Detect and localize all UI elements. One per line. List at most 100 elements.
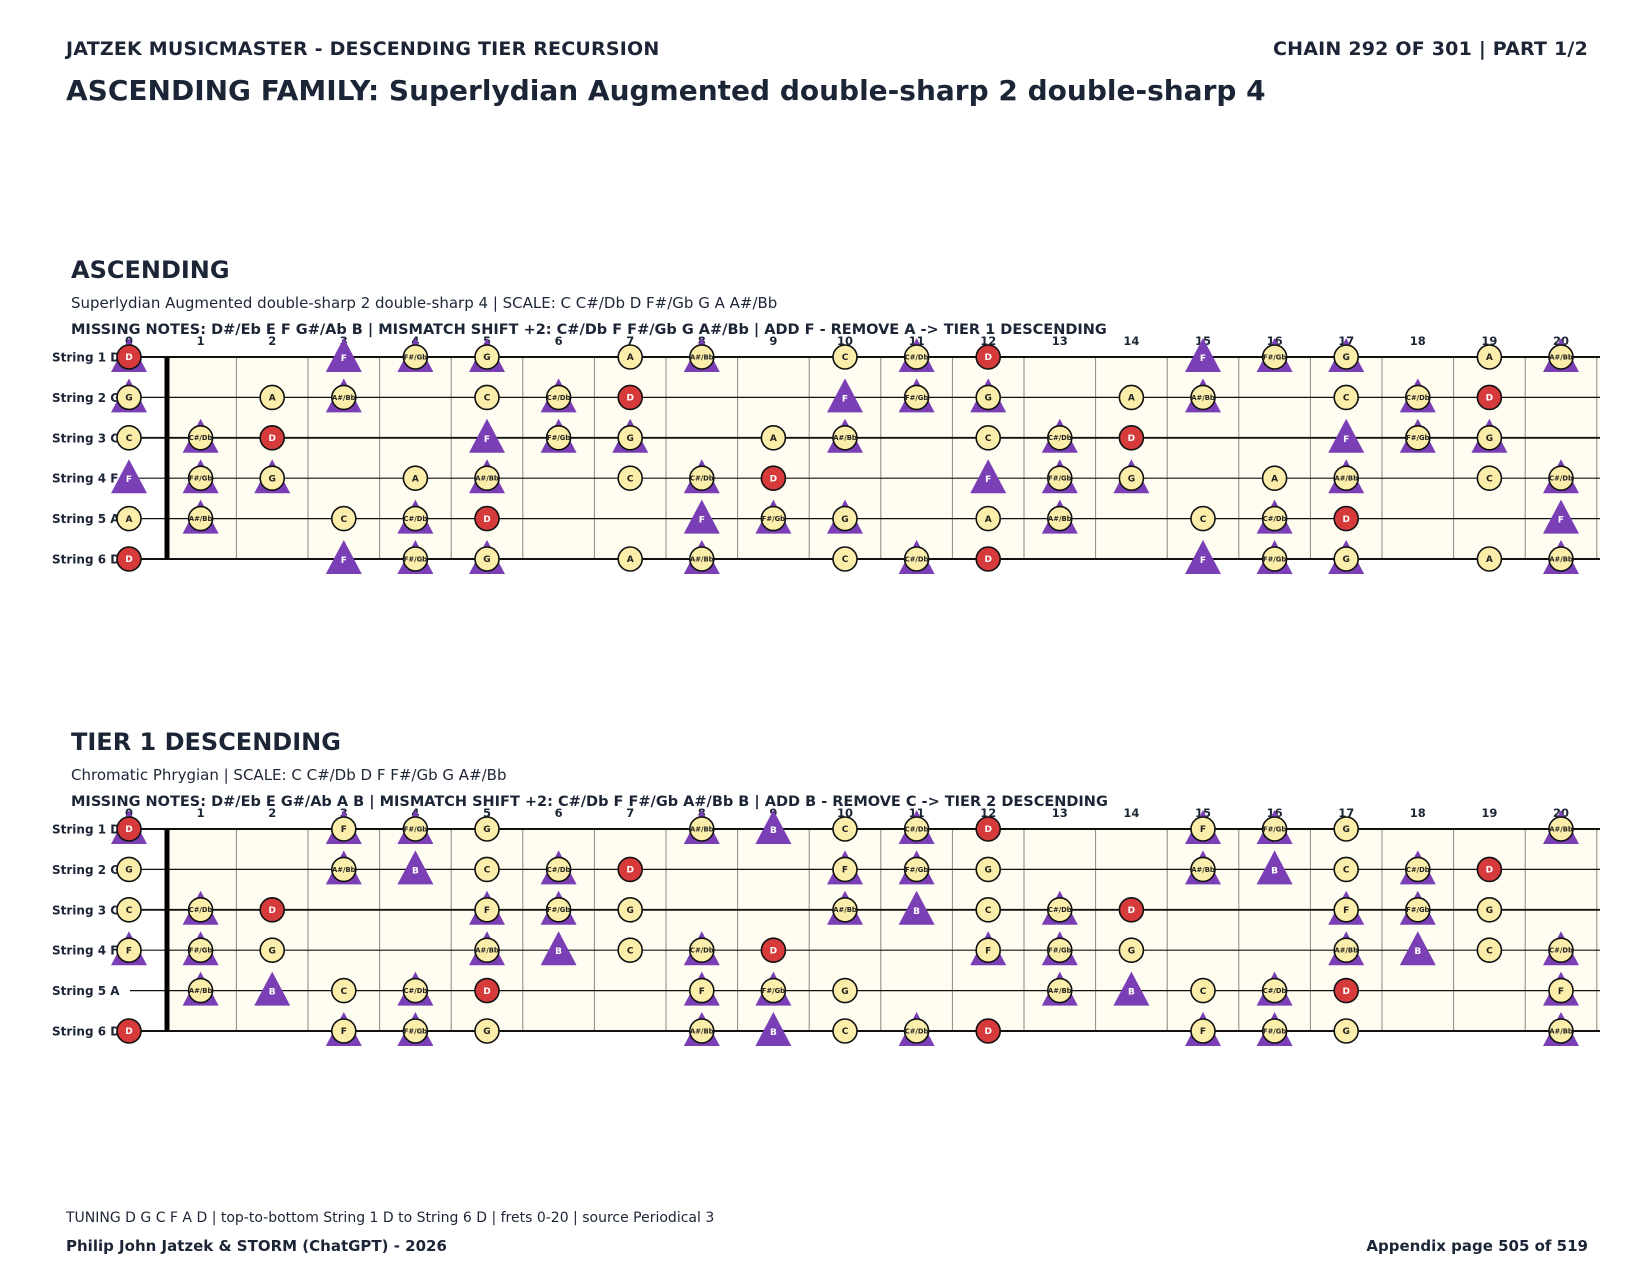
note-circle <box>832 505 858 532</box>
root-note-circle <box>975 344 1002 370</box>
note-marker: D <box>116 546 142 572</box>
note-label: B <box>770 1028 777 1038</box>
note-label: A <box>1271 474 1278 484</box>
note-marker: C#/Db <box>1399 850 1436 885</box>
note-circle <box>1333 344 1359 370</box>
page-number: Appendix page 505 of 519 <box>1366 1237 1588 1255</box>
note-circle <box>760 977 787 1004</box>
string-label: String 4 F <box>52 472 118 486</box>
triangle-marker <box>1113 971 1150 1006</box>
triangle-marker <box>469 418 505 453</box>
section-1-title: ASCENDING <box>71 256 230 284</box>
note-label: A <box>985 515 992 525</box>
note-circle <box>330 977 357 1004</box>
note-circle <box>116 425 142 451</box>
note-circle <box>474 816 500 842</box>
note-marker: D <box>474 977 500 1004</box>
note-marker: A#/Bb <box>182 971 219 1006</box>
note-circle <box>1548 977 1574 1004</box>
note-marker: F#/Gb <box>1256 540 1293 574</box>
note-circle <box>402 505 429 532</box>
note-label: A <box>1128 394 1135 404</box>
note-label: F <box>341 1027 347 1037</box>
note-label: F <box>842 394 848 404</box>
note-circle <box>1548 1018 1574 1044</box>
fret-number: 1 <box>197 806 205 820</box>
note-label: A <box>770 434 777 444</box>
note-label: F <box>126 475 132 485</box>
fret-number: 13 <box>1052 334 1068 348</box>
section-2-subtitle: Chromatic Phrygian | SCALE: C C#/Db D F … <box>71 766 507 784</box>
note-marker: F <box>827 850 863 885</box>
note-label: D <box>1342 515 1349 525</box>
note-marker: D <box>617 856 644 883</box>
note-marker: C#/Db <box>182 890 219 925</box>
note-marker: F#/Gb <box>898 850 935 885</box>
note-label: C <box>1486 474 1493 484</box>
note-marker: A <box>617 344 644 370</box>
chain-indicator: CHAIN 292 OF 301 | PART 1/2 <box>1272 38 1588 60</box>
triangle-marker <box>397 850 434 885</box>
note-label: A#/Bb <box>1334 947 1358 955</box>
note-marker: F#/Gb <box>397 1012 434 1046</box>
note-circle <box>617 425 644 451</box>
note-label: A#/Bb <box>189 515 213 523</box>
note-label: D <box>125 555 132 565</box>
note-circle <box>1548 937 1574 963</box>
note-marker: B <box>898 890 935 925</box>
note-marker: C <box>832 1018 858 1044</box>
note-label: B <box>770 826 777 836</box>
family-title: ASCENDING FAMILY: Superlydian Augmented … <box>66 74 1266 107</box>
note-marker: A#/Bb <box>1185 850 1221 885</box>
note-circle <box>402 465 429 491</box>
note-circle <box>975 897 1002 923</box>
note-label: A#/Bb <box>1549 1027 1573 1035</box>
note-circle <box>975 937 1002 963</box>
note-label: F#/Gb <box>1406 434 1429 442</box>
note-circle <box>832 344 858 370</box>
note-circle <box>1261 465 1288 491</box>
note-marker: C#/Db <box>397 971 434 1006</box>
note-circle <box>1190 1018 1216 1044</box>
note-marker: F#/Gb <box>397 810 434 844</box>
note-label: C <box>340 515 347 525</box>
note-circle <box>1405 425 1431 451</box>
fret-number: 12 <box>980 334 996 348</box>
note-label: A <box>126 515 133 525</box>
note-label: F <box>985 475 991 485</box>
root-note-circle <box>1476 856 1503 883</box>
note-label: F#/Gb <box>404 825 427 833</box>
note-circle <box>1333 465 1359 491</box>
note-label: D <box>268 906 275 916</box>
note-circle <box>1548 816 1574 842</box>
root-note-circle <box>760 937 787 963</box>
fretboard-background <box>167 357 1600 559</box>
fret-number: 18 <box>1410 334 1426 348</box>
note-label: C#/Db <box>547 394 571 402</box>
string-label: String 2 G <box>52 863 120 877</box>
note-circle <box>1190 816 1216 842</box>
note-marker: F#/Gb <box>1256 1012 1293 1046</box>
note-label: G <box>985 866 992 876</box>
note-circle <box>116 937 142 963</box>
root-note-circle <box>1333 977 1359 1004</box>
note-label: A#/Bb <box>1549 825 1573 833</box>
note-label: A#/Bb <box>833 434 857 442</box>
note-marker: G <box>259 937 286 963</box>
note-circle <box>1405 897 1431 923</box>
note-marker: A#/Bb <box>1543 810 1579 844</box>
note-label: C#/Db <box>1406 866 1430 874</box>
root-note-circle <box>617 856 644 883</box>
note-marker: C#/Db <box>540 378 577 413</box>
note-circle <box>832 897 858 923</box>
note-circle <box>187 937 214 963</box>
note-marker: A <box>760 425 787 451</box>
note-marker: B <box>755 1012 792 1046</box>
note-marker: F#/Gb <box>1256 338 1293 372</box>
note-label: C <box>842 555 849 565</box>
note-label: G <box>483 555 490 565</box>
note-label: A <box>627 555 634 565</box>
note-marker: D <box>1118 425 1145 451</box>
triangle-marker <box>683 499 720 534</box>
note-label: D <box>1486 866 1493 876</box>
